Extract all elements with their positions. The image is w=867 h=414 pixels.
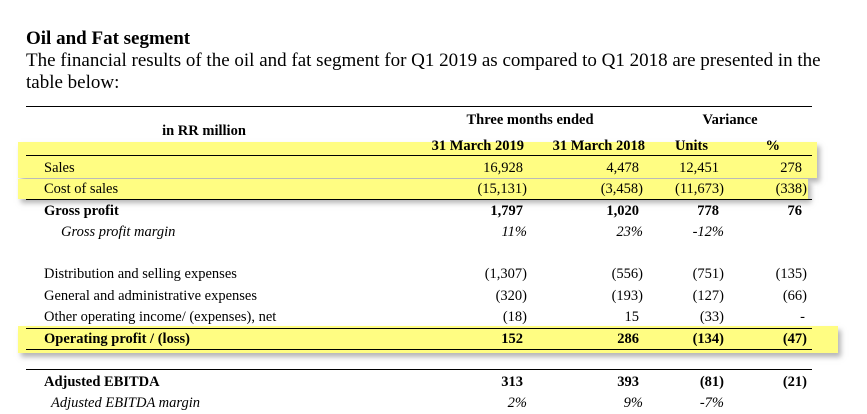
row-label-gross-profit: Gross profit: [44, 203, 119, 219]
gross-profit-q1-2019: 1,797: [490, 203, 523, 219]
sales-variance-units: 12,451: [679, 160, 719, 176]
general-admin-variance-pct: (66): [782, 288, 807, 304]
adjusted-ebitda-q1-2018: 393: [617, 374, 639, 390]
section-title: Oil and Fat segment: [26, 28, 191, 49]
col-header-q1-2019: 31 March 2019: [431, 138, 524, 154]
row-label-distribution-selling: Distribution and selling expenses: [44, 266, 237, 282]
highlight-operating-profit: [18, 326, 838, 353]
other-operating-variance-pct: -: [800, 309, 805, 325]
operating-profit-q1-2019: 152: [501, 331, 523, 347]
distribution-selling-variance-pct: (135): [775, 266, 807, 282]
distribution-selling-variance-units: (751): [692, 266, 724, 282]
operating-profit-variance-pct: (47): [782, 331, 807, 347]
operating-profit-bottom-rule: [26, 349, 812, 350]
row-label-gross-profit-margin: Gross profit margin: [61, 224, 176, 240]
operating-profit-variance-units: (134): [692, 331, 724, 347]
col-header-q1-2018: 31 March 2018: [552, 138, 645, 154]
gross-profit-q1-2018: 1,020: [606, 203, 639, 219]
general-admin-q1-2019: (320): [495, 288, 527, 304]
adjusted-ebitda-margin-variance-units: -7%: [699, 395, 724, 411]
highlight-header-sales: [18, 142, 817, 178]
ebitda-top-rule: [26, 369, 812, 370]
row-label-other-operating: Other operating income/ (expenses), net: [44, 309, 277, 325]
unit-label: in RR million: [162, 123, 246, 139]
sales-variance-pct: 278: [780, 160, 802, 176]
row-label-adjusted-ebitda: Adjusted EBITDA: [44, 374, 160, 390]
adjusted-ebitda-variance-units: (81): [699, 374, 724, 390]
cost-of-sales-q1-2018: (3,458): [600, 181, 643, 197]
other-operating-q1-2018: 15: [624, 309, 640, 325]
gross-profit-margin-variance-units: -12%: [692, 224, 724, 240]
distribution-selling-q1-2018: (556): [611, 266, 643, 282]
intro-paragraph: The financial results of the oil and fat…: [26, 50, 821, 93]
col-header-units: Units: [674, 138, 708, 154]
sales-q1-2018: 4,478: [606, 160, 639, 176]
row-label-sales: Sales: [44, 160, 75, 176]
row-label-general-admin: General and administrative expenses: [44, 288, 257, 304]
gross-profit-variance-pct: 76: [787, 203, 803, 219]
other-operating-q1-2019: (18): [502, 309, 527, 325]
group-header-variance: Variance: [702, 112, 758, 128]
other-operating-variance-units: (33): [699, 309, 724, 325]
gross-profit-margin-q1-2019: 11%: [501, 224, 527, 240]
cost-of-sales-variance-pct: (338): [775, 181, 807, 197]
header-bottom-rule: [26, 155, 812, 156]
col-header-pct: %: [765, 138, 781, 154]
row-label-operating-profit: Operating profit / (loss): [44, 331, 190, 347]
operating-profit-top-rule: [26, 328, 812, 329]
adjusted-ebitda-q1-2019: 313: [501, 374, 523, 390]
general-admin-variance-units: (127): [692, 288, 724, 304]
adjusted-ebitda-variance-pct: (21): [782, 374, 807, 390]
general-admin-q1-2018: (193): [611, 288, 643, 304]
cost-of-sales-rule: [26, 199, 812, 200]
row-label-adjusted-ebitda-margin: Adjusted EBITDA margin: [51, 395, 201, 411]
cost-of-sales-q1-2019: (15,131): [477, 181, 527, 197]
highlight-cost-of-sales: [18, 179, 808, 199]
gross-profit-margin-q1-2018: 23%: [616, 224, 643, 240]
row-label-cost-of-sales: Cost of sales: [44, 181, 119, 197]
gross-profit-variance-units: 778: [697, 203, 719, 219]
group-header-period: Three months ended: [466, 112, 594, 128]
sales-q1-2019: 16,928: [483, 160, 523, 176]
table-top-rule: [26, 106, 812, 107]
adjusted-ebitda-margin-q1-2018: 9%: [623, 395, 643, 411]
adjusted-ebitda-margin-q1-2019: 2%: [507, 395, 527, 411]
cost-of-sales-variance-units: (11,673): [675, 181, 724, 197]
operating-profit-q1-2018: 286: [617, 331, 639, 347]
distribution-selling-q1-2019: (1,307): [484, 266, 527, 282]
